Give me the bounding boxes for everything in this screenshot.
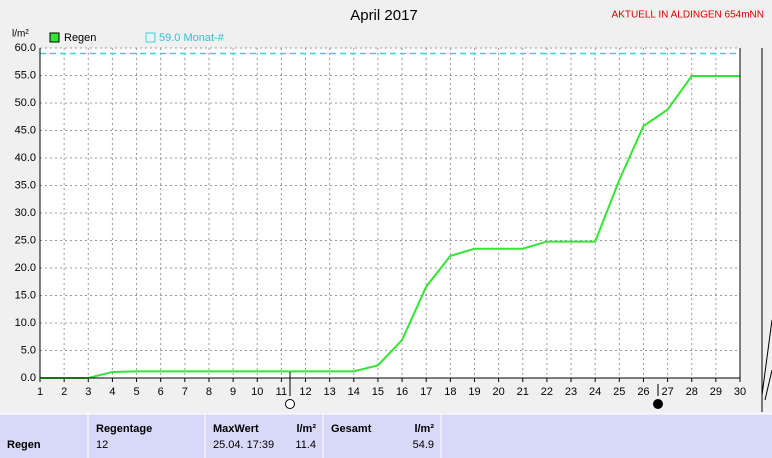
x-tick-label: 3 — [85, 386, 91, 398]
legend-swatch — [145, 32, 156, 43]
y-tick-label: 15.0 — [15, 289, 36, 301]
x-tick-label: 30 — [734, 386, 746, 398]
x-tick-label: 10 — [251, 386, 263, 398]
x-tick-label: 13 — [324, 386, 336, 398]
column-unit: l/m² — [414, 423, 434, 435]
badge: AKTUELL IN ALDINGEN 654mNN — [612, 10, 764, 21]
y-tick-label: 30.0 — [15, 207, 36, 219]
x-tick-label: 19 — [468, 386, 480, 398]
cell: 25.04. 17:39 — [213, 439, 274, 451]
column-unit: l/m² — [296, 423, 316, 435]
x-tick-label: 2 — [61, 386, 67, 398]
cell: 12 — [96, 439, 108, 451]
x-tick-label: 29 — [710, 386, 722, 398]
x-tick-label: 8 — [206, 386, 212, 398]
full-moon-icon — [285, 399, 295, 409]
x-tick-label: 22 — [541, 386, 553, 398]
x-tick-label: 21 — [517, 386, 529, 398]
x-tick-label: 24 — [589, 386, 601, 398]
column-header: Regentage — [96, 423, 152, 435]
y-tick-label: 10.0 — [15, 317, 36, 329]
x-tick-label: 9 — [230, 386, 236, 398]
series-line — [40, 75, 740, 379]
legend-swatch — [49, 32, 60, 43]
column-header: MaxWert — [213, 423, 259, 435]
chart-title: April 2017 — [350, 7, 418, 24]
x-tick-label: 7 — [182, 386, 188, 398]
table-dividers — [0, 413, 772, 458]
x-tick-label: 20 — [492, 386, 504, 398]
y-tick-label: 5.0 — [21, 344, 36, 356]
y-tick-label: 45.0 — [15, 124, 36, 136]
x-tick-label: 15 — [372, 386, 384, 398]
x-tick-label: 11 — [276, 386, 287, 398]
x-tick-label: 6 — [158, 386, 164, 398]
x-tick-label: 18 — [444, 386, 456, 398]
x-tick-label: 17 — [420, 386, 432, 398]
x-tick-label: 4 — [109, 386, 115, 398]
column-header: Gesamt — [331, 423, 372, 435]
x-tick-label: 28 — [686, 386, 698, 398]
y-tick-label: 60.0 — [15, 42, 36, 54]
x-tick-label: 5 — [133, 386, 139, 398]
cell: 11.4 — [295, 439, 316, 451]
new-moon-icon — [653, 399, 663, 409]
x-tick-label: 1 — [37, 386, 43, 398]
summary-table — [0, 414, 772, 458]
x-tick-label: 23 — [565, 386, 577, 398]
row-label: Regen — [7, 439, 41, 451]
x-tick-label: 26 — [637, 386, 649, 398]
y-tick-label: 20.0 — [15, 262, 36, 274]
y-tick-label: 25.0 — [15, 234, 36, 246]
y-tick-label: 55.0 — [15, 69, 36, 81]
legend-label: 59.0 Monat-# — [159, 32, 225, 44]
x-tick-label: 27 — [661, 386, 673, 398]
y-tick-label: 50.0 — [15, 97, 36, 109]
y-tick-label: 40.0 — [15, 152, 36, 164]
neighbor-chart — [761, 319, 772, 401]
legend-label: Regen — [64, 32, 96, 44]
cell: 54.9 — [413, 439, 434, 451]
x-tick-label: 12 — [299, 386, 311, 398]
x-tick-label: 16 — [396, 386, 408, 398]
x-tick-label: 14 — [348, 386, 360, 398]
y-axis-label: l/m² — [12, 29, 29, 40]
y-tick-label: 35.0 — [15, 179, 36, 191]
y-tick-label: 0.0 — [21, 372, 36, 384]
x-tick-label: 25 — [613, 386, 625, 398]
